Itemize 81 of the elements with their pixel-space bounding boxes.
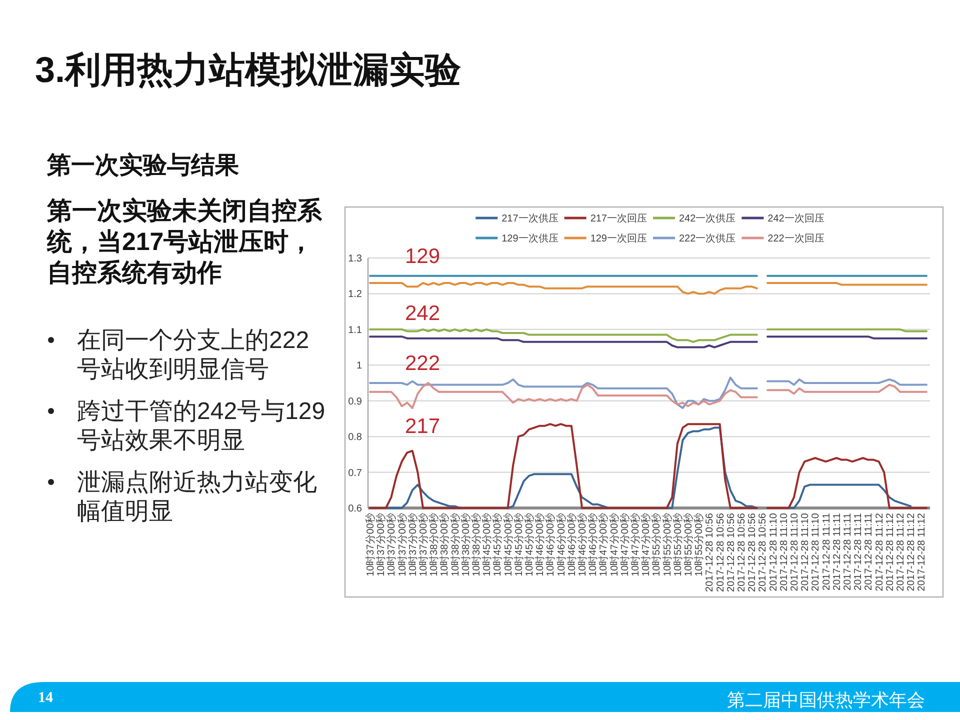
x-tick-label: 10时37分00秒	[386, 513, 398, 576]
x-tick-label: 10时47分00秒	[640, 513, 652, 576]
x-tick-label: 10时55分00秒	[672, 513, 684, 576]
x-tick-label: 2017-12-28 11:12	[884, 512, 896, 592]
x-tick-label: 2017-12-28 10:56	[747, 512, 758, 592]
legend-label: 129一次供压	[502, 234, 558, 244]
x-tick-label: 10时38分00秒	[470, 513, 482, 576]
x-tick-label: 10时45分00秒	[512, 513, 525, 576]
x-tick-label: 10时45分00秒	[524, 513, 536, 576]
x-tick-label: 2017-12-28 10:56	[726, 512, 737, 592]
x-tick-label: 10时45分00秒	[492, 513, 504, 576]
x-tick-label: 2017-12-28 10:56	[704, 512, 716, 592]
legend-label: 242一次供压	[679, 214, 736, 224]
y-tick-label: 0.6	[348, 504, 362, 514]
x-tick-label: 2017-12-28 11:11	[832, 512, 843, 590]
text: 在同一个分支上的222号站收到明显信号	[77, 327, 310, 383]
x-tick-label: 2017-12-28 11:10	[768, 512, 780, 592]
x-tick-label: 2017-12-28 11:11	[842, 512, 854, 590]
x-tick-label: 2017-12-28 11:12	[906, 512, 918, 592]
y-tick-label: 0.9	[348, 396, 362, 408]
annotation: 217	[404, 415, 440, 438]
text: 14	[38, 690, 54, 706]
x-tick-label: 2017-12-28 11:12	[916, 512, 928, 592]
annotation: 129	[404, 245, 440, 268]
x-tick-label: 10时46分00秒	[576, 513, 588, 576]
x-tick-label: 10时37分00秒	[375, 513, 388, 576]
legend-label: 129一次回压	[590, 234, 648, 244]
x-tick-label: 10时45分00秒	[481, 513, 494, 576]
legend-label: 222一次回压	[768, 234, 824, 244]
legend-label: 217一次回压	[590, 214, 648, 224]
text: 泄漏点附近热力站变化幅值明显	[77, 469, 317, 525]
x-tick-label: 10时55分00秒	[661, 513, 674, 576]
chart-title: 3.利用热力站模拟泄漏实验	[35, 49, 462, 90]
x-tick-label: 2017-12-28 11:12	[896, 512, 906, 592]
y-tick-label: 1.3	[348, 254, 362, 264]
y-tick-label: 0.7	[348, 468, 362, 479]
legend-label: 217一次供压	[502, 214, 558, 224]
x-tick-label: 10时55分00秒	[693, 513, 706, 576]
x-tick-label: 10时46分00秒	[587, 513, 600, 576]
x-tick-label: 2017-12-28 11:10	[790, 512, 800, 592]
x-tick-label: 10时38分00秒	[428, 513, 440, 576]
legend-label: 242一次回压	[768, 214, 824, 224]
x-tick-label: 2017-12-28 11:11	[864, 512, 875, 590]
x-tick-label: 10时47分00秒	[598, 513, 610, 576]
x-tick-label: 10时46分00秒	[566, 513, 578, 576]
x-tick-label: 2017-12-28 11:12	[874, 512, 886, 592]
x-tick-label: 10时38分00秒	[460, 513, 472, 576]
x-tick-label: 10时37分00秒	[418, 513, 430, 576]
y-tick-label: 1.2	[348, 289, 362, 300]
x-tick-label: 2017-12-28 11:10	[810, 512, 822, 592]
x-tick-label: 2017-12-28 11:10	[800, 512, 812, 592]
text: 跨过干管的242号与129号站效果不明显	[77, 398, 326, 454]
annotation: 222	[404, 352, 440, 375]
x-tick-label: 10时46分00秒	[555, 513, 568, 576]
x-tick-label: 10时46分00秒	[544, 513, 557, 576]
x-tick-label: 10时37分00秒	[396, 513, 408, 576]
x-tick-label: 10时37分00秒	[406, 513, 419, 576]
x-tick-label: 10时47分00秒	[608, 513, 620, 576]
x-tick-label: 10时55分00秒	[650, 513, 663, 576]
x-tick-label: 2017-12-28 11:11	[821, 512, 832, 590]
text: 第一次实验未关闭自控系统，当217号站泄压时，自控系统有动作	[46, 197, 323, 287]
x-tick-label: 10时47分00秒	[630, 513, 642, 576]
x-tick-label: 2017-12-28 10:56	[715, 512, 726, 592]
x-tick-label: 10时47分00秒	[618, 513, 631, 576]
y-tick-label: 1.1	[348, 324, 362, 336]
legend-label: 222一次供压	[679, 234, 736, 244]
x-tick-label: 10时45分00秒	[502, 513, 514, 576]
x-tick-label: 2017-12-28 10:56	[736, 512, 748, 592]
x-tick-label: 10时38分00秒	[438, 513, 451, 576]
y-tick-label: 0.8	[348, 432, 362, 444]
text: 第一次实验与结果	[46, 152, 239, 179]
x-tick-label: 10时55分00秒	[682, 513, 694, 576]
x-tick-label: 2017-12-28 11:10	[778, 512, 790, 592]
annotation: 242	[404, 302, 440, 325]
text: 第二届中国供热学术年会	[727, 690, 925, 710]
x-tick-label: 2017-12-28 11:11	[853, 512, 864, 590]
x-tick-label: 10时46分00秒	[534, 513, 546, 576]
x-tick-label: 2017-12-28 10:56	[758, 512, 769, 592]
x-tick-label: 10时38分00秒	[449, 513, 462, 576]
x-tick-label: 10时37分00秒	[364, 513, 376, 576]
y-tick-label: 1	[356, 360, 362, 372]
